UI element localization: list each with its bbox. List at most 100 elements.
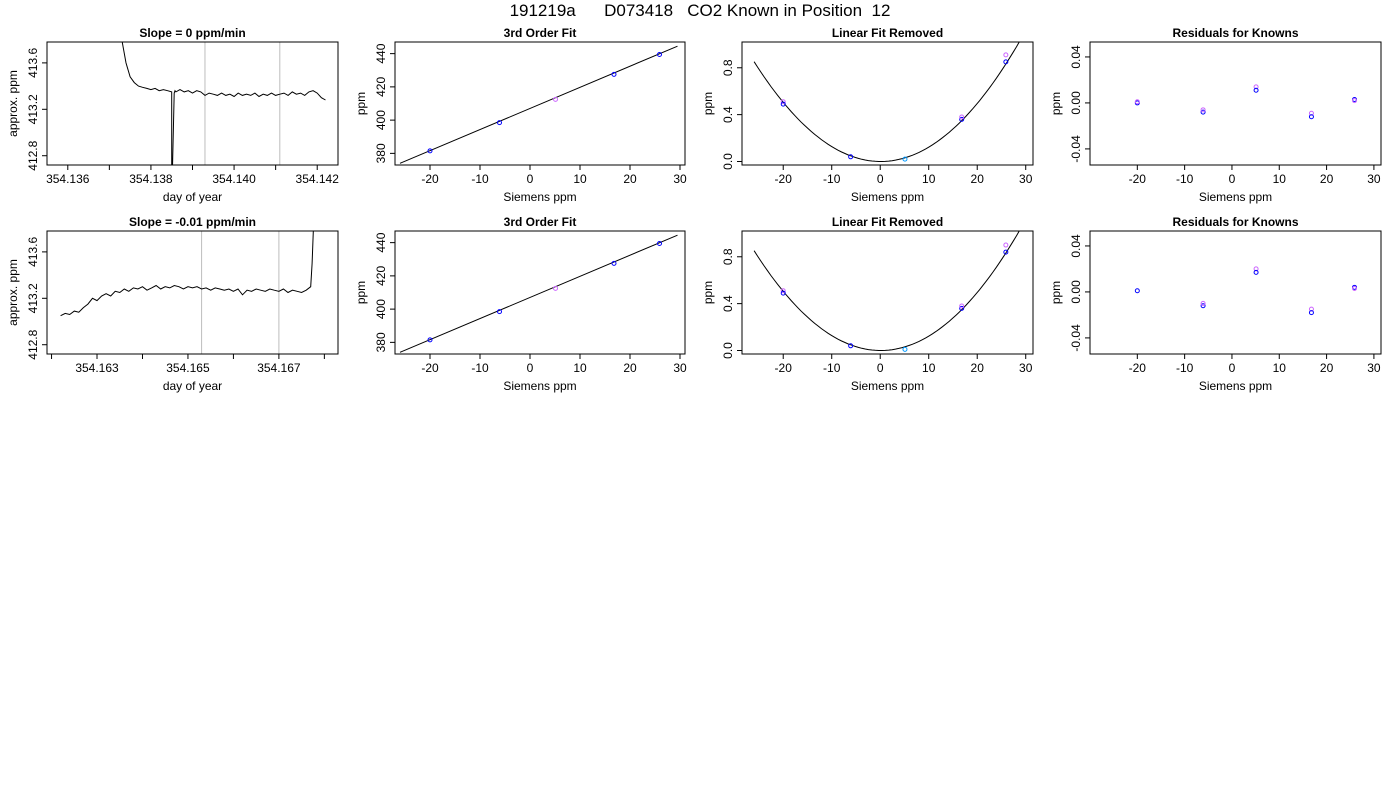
data-point <box>959 114 965 120</box>
y-tick-label: 0.0 <box>721 342 735 359</box>
x-tick-label: -20 <box>1129 172 1147 186</box>
data-point <box>1200 107 1206 113</box>
data-point <box>780 101 786 107</box>
fit-line <box>399 234 678 353</box>
x-tick-label: 0 <box>877 172 884 186</box>
y-axis-label: ppm <box>701 92 715 115</box>
data-point <box>427 148 433 154</box>
x-axis-label: Siemens ppm <box>503 190 576 204</box>
x-tick-label: 354.140 <box>212 172 256 186</box>
data-point <box>1134 99 1140 105</box>
x-tick-label: -10 <box>823 172 841 186</box>
x-tick-label: 10 <box>573 361 587 375</box>
y-tick-label: 413.2 <box>26 283 40 313</box>
plot-title: Residuals for Knowns <box>1172 26 1298 40</box>
y-tick-label: 0.8 <box>721 59 735 76</box>
fit-line <box>399 45 678 164</box>
fit-curve <box>753 231 1020 351</box>
plot-title: Slope = -0.01 ppm/min <box>129 215 256 229</box>
x-tick-label: 0 <box>877 361 884 375</box>
plot-frame <box>741 230 1034 355</box>
x-tick-label: 0 <box>1229 172 1236 186</box>
x-tick-label: -10 <box>471 172 489 186</box>
x-tick-label: 20 <box>1320 172 1334 186</box>
plot-frame <box>46 41 339 166</box>
series-line <box>60 231 314 317</box>
x-tick-label: -10 <box>1176 361 1194 375</box>
y-tick-label: 420 <box>374 266 388 286</box>
data-point <box>611 71 617 77</box>
data-point <box>1308 114 1314 120</box>
data-point <box>1253 266 1259 272</box>
y-axis-label: ppm <box>701 281 715 304</box>
data-point <box>1308 110 1314 116</box>
x-tick-label: 30 <box>673 172 687 186</box>
data-point <box>1200 109 1206 115</box>
data-point <box>959 303 965 309</box>
y-tick-label: 413.2 <box>26 94 40 124</box>
x-tick-label: 20 <box>623 361 637 375</box>
x-tick-label: 10 <box>922 172 936 186</box>
x-tick-label: 30 <box>673 361 687 375</box>
x-axis-label: Siemens ppm <box>503 379 576 393</box>
x-tick-label: 30 <box>1367 361 1381 375</box>
data-point <box>902 156 908 162</box>
data-point <box>959 116 965 122</box>
y-tick-label: 440 <box>374 43 388 63</box>
plot-data <box>60 231 314 354</box>
y-axis-label: ppm <box>354 281 368 304</box>
y-axis-label: ppm <box>1049 92 1063 115</box>
plot-frame <box>394 41 686 166</box>
data-point <box>1003 242 1009 248</box>
x-tick-label: -10 <box>471 361 489 375</box>
data-point <box>553 96 558 102</box>
x-tick-label: 30 <box>1367 172 1381 186</box>
y-tick-label: 420 <box>374 77 388 97</box>
data-point <box>780 288 786 294</box>
data-point <box>902 346 908 352</box>
x-tick-label: 20 <box>1320 361 1334 375</box>
data-point <box>657 240 662 246</box>
x-tick-label: 20 <box>971 361 985 375</box>
data-point <box>497 120 502 126</box>
plot-title: 3rd Order Fit <box>504 215 577 229</box>
x-axis-label: Siemens ppm <box>1199 190 1272 204</box>
x-tick-label: 354.136 <box>46 172 90 186</box>
y-tick-label: 0.00 <box>1069 91 1083 115</box>
data-point <box>1253 269 1259 275</box>
plot-1-0: Slope = -0.01 ppm/min 354.163 354.165 354.1… <box>6 215 339 393</box>
x-tick-label: 0 <box>527 361 534 375</box>
plot-title: Slope = 0 ppm/min <box>139 26 245 40</box>
y-tick-label: 380 <box>374 332 388 352</box>
data-point <box>1200 300 1206 306</box>
y-tick-label: 0.0 <box>721 153 735 170</box>
plot-data <box>753 42 1020 162</box>
y-tick-label: -0.04 <box>1069 324 1083 352</box>
plot-0-1: 3rd Order Fit -20 -10 0 10 20 30 380 400 420 440 Si… <box>354 26 687 204</box>
data-point <box>1253 84 1259 90</box>
data-point <box>780 99 786 105</box>
plot-data <box>753 231 1020 352</box>
x-tick-label: 30 <box>1019 361 1033 375</box>
x-tick-label: -10 <box>1176 172 1194 186</box>
plot-1-2: Linear Fit Removed -20 -10 0 10 20 30 0.0 0.4 0.8… <box>701 215 1034 393</box>
plot-frame <box>741 41 1034 166</box>
series-line <box>121 42 326 165</box>
x-tick-label: -20 <box>421 172 439 186</box>
data-point <box>1253 87 1259 93</box>
x-tick-label: 20 <box>971 172 985 186</box>
data-point <box>780 290 786 296</box>
data-point <box>657 51 662 57</box>
plot-title: Residuals for Knowns <box>1172 215 1298 229</box>
x-tick-label: -20 <box>775 361 793 375</box>
x-axis-label: day of year <box>163 190 222 204</box>
plot-title: Linear Fit Removed <box>832 26 943 40</box>
x-tick-label: -20 <box>1129 361 1147 375</box>
x-tick-label: 354.167 <box>257 361 301 375</box>
x-tick-label: 354.165 <box>166 361 210 375</box>
y-tick-label: 0.4 <box>721 106 735 123</box>
y-axis-label: ppm <box>354 92 368 115</box>
y-tick-label: 413.6 <box>26 48 40 78</box>
y-tick-label: 0.04 <box>1069 45 1083 69</box>
x-axis-label: Siemens ppm <box>851 190 924 204</box>
